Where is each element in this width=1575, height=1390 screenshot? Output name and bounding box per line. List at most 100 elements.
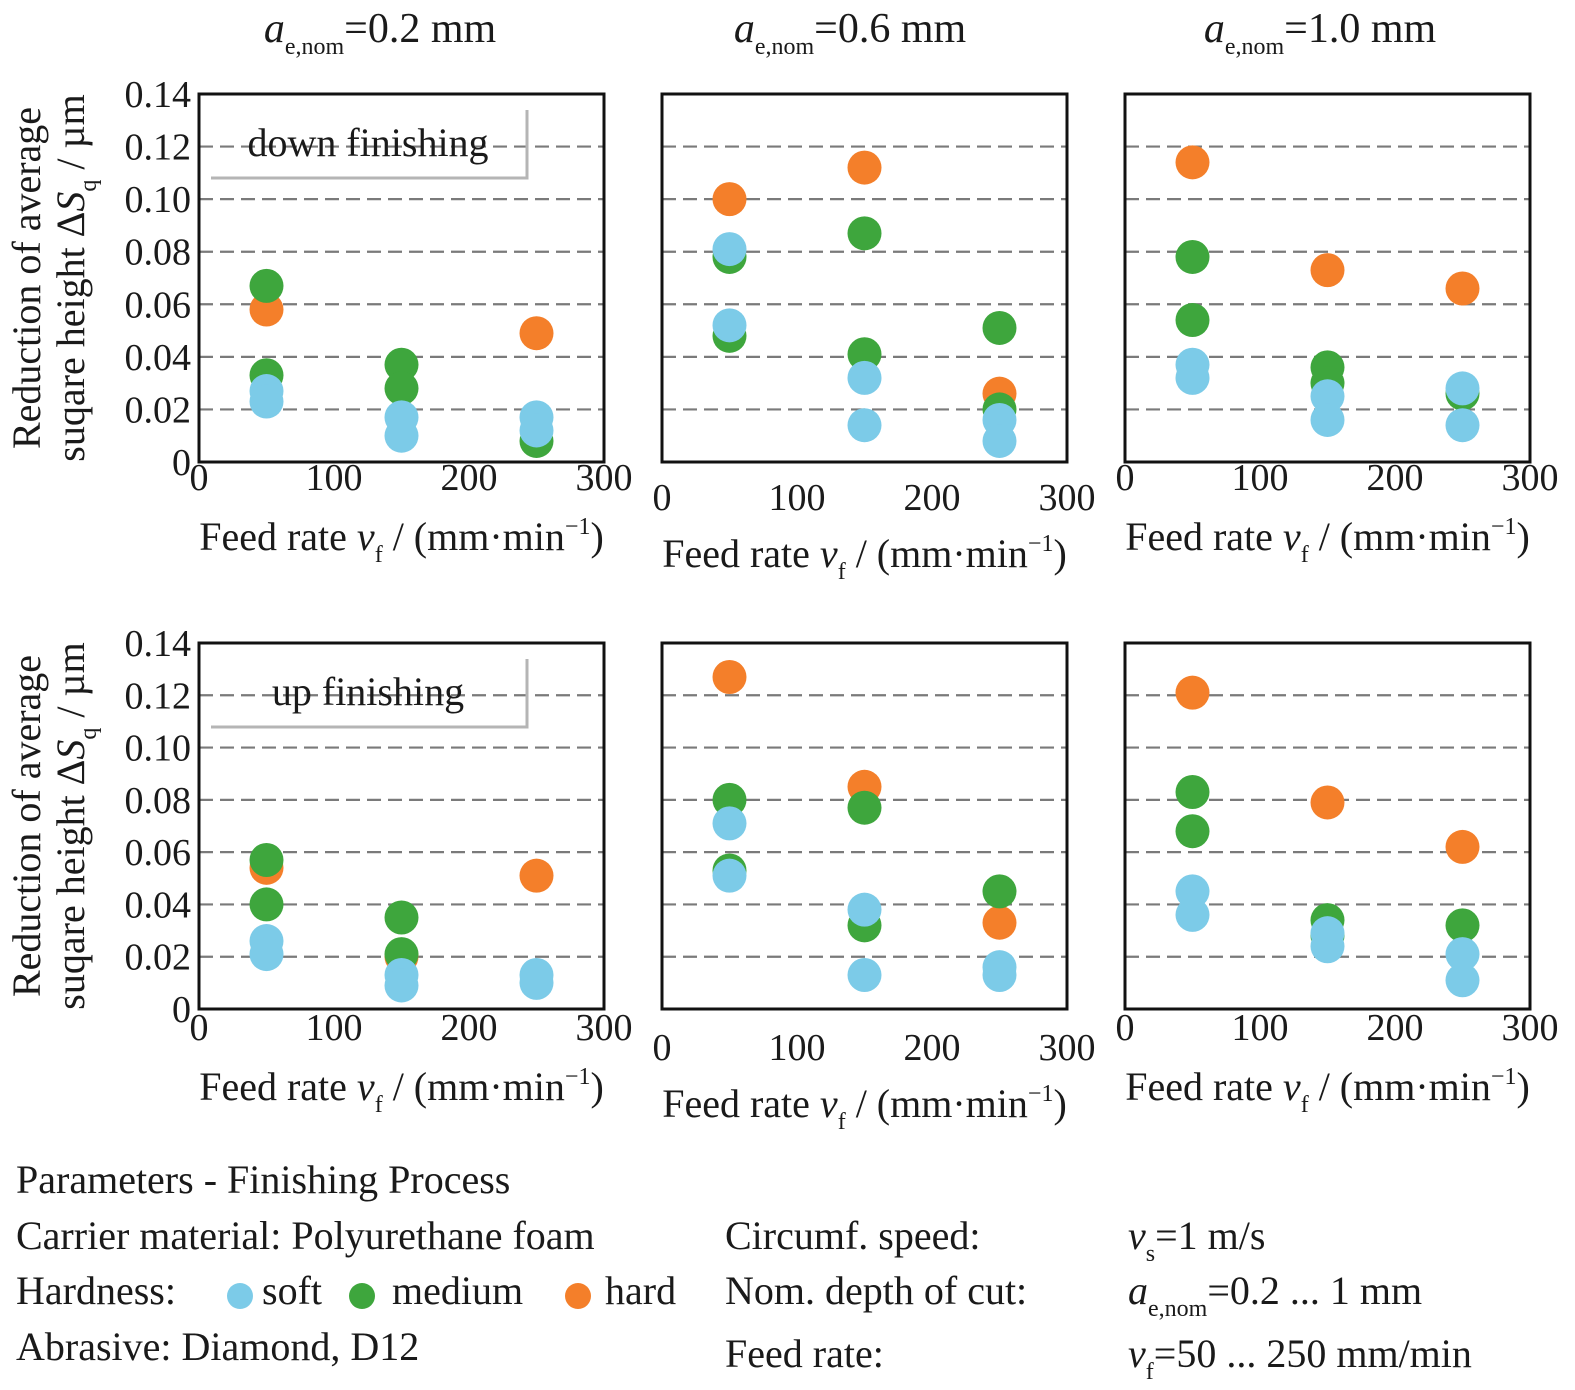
- point-soft: [519, 965, 554, 1000]
- point-soft: [1445, 963, 1480, 998]
- plot-frame: [660, 92, 1069, 464]
- point-hard: [1310, 785, 1345, 820]
- point-medium: [847, 337, 882, 372]
- plot-frame: [660, 641, 1069, 1011]
- y-tick-label: 0.12: [125, 675, 192, 717]
- point-hard: [847, 150, 882, 185]
- point-medium: [847, 216, 882, 251]
- x-tick-label: 200: [1367, 457, 1424, 499]
- legend-marker-soft: [227, 1283, 253, 1309]
- point-soft: [1310, 379, 1345, 414]
- legend-label-medium: medium: [392, 1268, 523, 1313]
- point-soft: [1445, 371, 1480, 406]
- column-title: ae,nom=1.0 mm: [1204, 6, 1437, 60]
- point-soft: [712, 308, 747, 343]
- point-soft: [1175, 897, 1210, 932]
- hardness-label: Hardness:: [16, 1268, 176, 1313]
- parameters-legend: Parameters - Finishing Process Carrier ma…: [16, 1157, 1472, 1385]
- point-medium: [1175, 239, 1210, 274]
- point-soft: [1310, 929, 1345, 964]
- x-tick-label: 200: [904, 1027, 961, 1069]
- carrier-material: Carrier material: Polyurethane foam: [16, 1213, 595, 1258]
- mode-label: down finishing: [247, 120, 488, 165]
- point-hard: [712, 659, 747, 694]
- plot-frame: [197, 92, 606, 464]
- point-soft: [384, 418, 419, 453]
- y-tick-label: 0.12: [125, 127, 192, 169]
- x-axis-label: Feed rate vf / (mm·min−1): [662, 1081, 1067, 1135]
- plot-frame: [1123, 641, 1532, 1011]
- point-soft: [1310, 402, 1345, 437]
- plot-frame: [197, 641, 606, 1011]
- legend-marker-medium: [349, 1283, 375, 1309]
- point-soft: [712, 806, 747, 841]
- point-soft: [982, 423, 1017, 458]
- point-medium: [384, 371, 419, 406]
- param-value: ae,nom=0.2 ... 1 mm: [1128, 1268, 1422, 1322]
- x-tick-label: 0: [653, 477, 672, 519]
- y-tick-label: 0.10: [125, 728, 192, 770]
- y-tick-label: 0.02: [125, 937, 192, 979]
- x-tick-label: 100: [306, 457, 363, 499]
- x-tick-label: 200: [904, 477, 961, 519]
- y-tick-label: 0.10: [125, 179, 192, 221]
- point-hard: [1445, 829, 1480, 864]
- point-medium: [384, 347, 419, 382]
- y-tick-label: 0.14: [125, 623, 192, 665]
- point-soft: [519, 413, 554, 448]
- x-tick-label: 300: [1502, 1007, 1559, 1049]
- panel-down-2: 0 100 200 300 Feed rate vf / (mm·min−1): [653, 92, 1096, 585]
- x-tick-label: 300: [1502, 457, 1559, 499]
- parameters-title: Parameters - Finishing Process: [16, 1157, 510, 1202]
- y-axis-label-line1: Reduction of average: [4, 107, 49, 449]
- point-medium: [1175, 814, 1210, 849]
- y-tick-label: 0.04: [125, 337, 192, 379]
- x-tick-label: 300: [576, 1007, 633, 1049]
- legend-label-soft: soft: [262, 1268, 322, 1313]
- param-value: vf=50 ... 250 mm/min: [1128, 1331, 1472, 1385]
- legend-marker-hard: [565, 1283, 591, 1309]
- point-soft: [1445, 408, 1480, 443]
- point-medium: [847, 790, 882, 825]
- y-tick-label: 0: [172, 989, 191, 1031]
- point-hard: [249, 292, 284, 327]
- y-tick-label: 0.02: [125, 389, 192, 431]
- point-soft: [847, 958, 882, 993]
- point-hard: [519, 858, 554, 893]
- point-medium: [384, 900, 419, 935]
- y-tick-label: 0.08: [125, 780, 192, 822]
- y-tick-label: 0.08: [125, 232, 192, 274]
- x-tick-label: 0: [1116, 1007, 1135, 1049]
- param-label: Feed rate:: [725, 1331, 884, 1376]
- y-axis-label-line2: suqare height ΔSq / µm: [48, 642, 102, 1009]
- point-hard: [519, 316, 554, 351]
- x-tick-label: 100: [769, 1027, 826, 1069]
- y-tick-label: 0: [172, 442, 191, 484]
- x-tick-label: 0: [1116, 457, 1135, 499]
- plot-frame: [1123, 92, 1532, 464]
- point-soft: [1175, 874, 1210, 909]
- column-title: ae,nom=0.6 mm: [734, 6, 967, 60]
- point-soft: [712, 232, 747, 267]
- y-tick-label: 0.14: [125, 74, 192, 116]
- param-label: Nom. depth of cut:: [725, 1268, 1027, 1313]
- point-soft: [249, 937, 284, 972]
- point-soft: [384, 968, 419, 1003]
- y-axis-label-line2: suqare height ΔSq / µm: [48, 94, 102, 461]
- mode-label: up finishing: [272, 669, 464, 714]
- point-medium: [982, 874, 1017, 909]
- x-tick-label: 0: [190, 457, 209, 499]
- param-label: Circumf. speed:: [725, 1213, 981, 1258]
- x-tick-label: 200: [441, 457, 498, 499]
- column-title: ae,nom=0.2 mm: [264, 6, 497, 60]
- x-tick-label: 0: [190, 1007, 209, 1049]
- x-tick-label: 100: [306, 1007, 363, 1049]
- x-tick-label: 200: [1367, 1007, 1424, 1049]
- point-soft: [847, 892, 882, 927]
- point-hard: [1175, 675, 1210, 710]
- y-axis-label-line1: Reduction of average: [4, 655, 49, 997]
- panel-down-1: down finishing 0 100 200 300 Feed rate vf / (…: [4, 74, 633, 568]
- panel-up-1: up finishing 0 100 200 300 Feed rate vf / (mm…: [4, 623, 633, 1118]
- x-tick-label: 0: [653, 1027, 672, 1069]
